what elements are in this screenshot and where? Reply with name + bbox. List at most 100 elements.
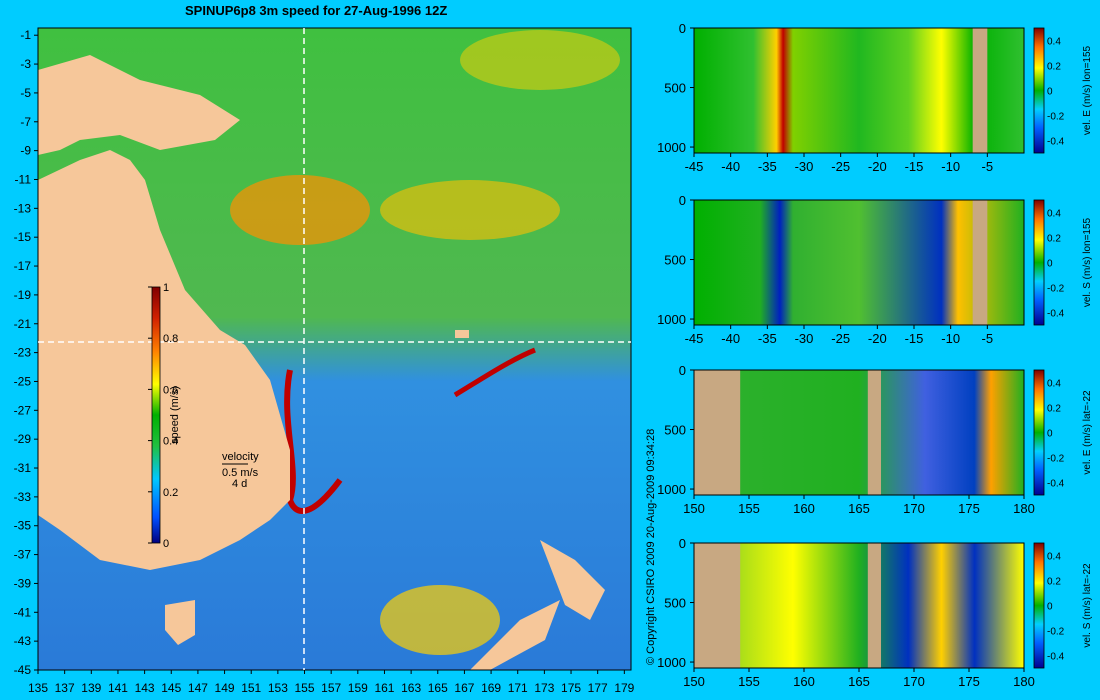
velocity-colorbar-tick: -0.4 — [1047, 652, 1065, 663]
x-tick-label: -20 — [868, 159, 887, 174]
velocity-colorbar-tick: 0.2 — [1047, 234, 1061, 245]
lon-tick-label: 157 — [321, 681, 341, 695]
velocity-colorbar — [1033, 369, 1045, 496]
x-tick-label: 165 — [848, 501, 870, 516]
lon-tick-label: 135 — [28, 681, 48, 695]
speed-colorbar-scale — [151, 286, 161, 544]
section-field — [694, 543, 1024, 668]
lat-tick-label: -7 — [20, 115, 31, 129]
section-frame — [693, 199, 1025, 326]
lat-tick-label: -9 — [20, 144, 31, 158]
x-tick-label: 150 — [683, 674, 705, 689]
lon-tick-label: 165 — [428, 681, 448, 695]
lat-tick-label: -41 — [14, 605, 32, 619]
velocity-legend-title: velocity — [222, 451, 259, 463]
x-tick-label: 160 — [793, 501, 815, 516]
new-guinea — [38, 55, 240, 155]
lon-tick-label: 179 — [614, 681, 634, 695]
lat-tick-label: -39 — [14, 576, 32, 590]
velocity-legend: velocity 0.5 m/s 4 d — [222, 451, 259, 490]
coral-sea-jet — [230, 175, 370, 245]
section-field — [694, 370, 1024, 495]
lat-tick-label: -13 — [14, 201, 32, 215]
x-tick-label: 180 — [1013, 674, 1035, 689]
section-land — [694, 543, 741, 668]
colorbar-label: speed (m/s) — [169, 386, 181, 444]
velocity-colorbar-tick: -0.4 — [1047, 479, 1065, 490]
nz-north — [540, 540, 605, 620]
map-frame — [37, 27, 632, 671]
section-label: vel. E (m/s) lat=-22 — [1082, 390, 1093, 475]
lat-tick-label: -43 — [14, 634, 32, 648]
tasmania — [165, 600, 195, 645]
copyright: © Copyright CSIRO 2009 20-Aug-2009 09:34… — [645, 428, 657, 665]
lon-tick-label: 145 — [161, 681, 181, 695]
section-land — [867, 543, 881, 668]
depth-tick-label: 0 — [679, 193, 686, 208]
lon-tick-label: 163 — [401, 681, 421, 695]
north-jet — [460, 30, 620, 90]
x-tick-label: -15 — [905, 331, 924, 346]
x-tick-label: 170 — [903, 674, 925, 689]
section-land — [980, 28, 988, 153]
lon-tick-label: 169 — [481, 681, 501, 695]
nz-south — [470, 600, 560, 670]
lon-tick-labels: 135 137 139 141 143 145 147 149 151 153 155 157 159 1… — [28, 670, 635, 695]
velocity-colorbar-tick: 0.2 — [1047, 577, 1061, 588]
x-tick-label: 150 — [683, 501, 705, 516]
section-land — [972, 28, 980, 153]
velocity-colorbar — [1033, 199, 1045, 326]
lat-tick-label: -31 — [14, 461, 32, 475]
section-panel: 0 500 1000 -45 -40 -35 -30 -25 -20 -15 -10 -5 0.4 0.2… — [657, 193, 1093, 346]
lat-tick-label: -17 — [14, 259, 32, 273]
x-tick-label: 165 — [848, 674, 870, 689]
lat-tick-label: -15 — [14, 230, 32, 244]
velocity-colorbar-tick: -0.4 — [1047, 309, 1065, 320]
section-panel: 0 500 1000 150 155 160 165 170 175 180 0.4 0.2 0 -0.2… — [657, 536, 1093, 689]
section-land — [980, 200, 988, 325]
x-tick-label: -45 — [685, 331, 704, 346]
velocity-colorbar-tick: 0 — [1047, 602, 1053, 613]
lat-tick-label: -19 — [14, 288, 32, 302]
section-land — [694, 370, 741, 495]
x-tick-label: -40 — [721, 159, 740, 174]
lat-tick-label: -1 — [20, 28, 31, 42]
lon-tick-label: 143 — [135, 681, 155, 695]
section-land — [972, 200, 980, 325]
velocity-colorbar-tick: 0 — [1047, 259, 1053, 270]
lon-tick-label: 147 — [188, 681, 208, 695]
tasman-patch — [380, 585, 500, 655]
x-tick-label: -45 — [685, 159, 704, 174]
lon-tick-label: 155 — [295, 681, 315, 695]
lat-tick-label: -5 — [20, 86, 31, 100]
x-tick-label: -30 — [795, 159, 814, 174]
section-field — [694, 28, 1024, 153]
colorbar-tick-label: 1 — [163, 282, 169, 294]
velocity-colorbar-tick: -0.2 — [1047, 627, 1065, 638]
velocity-colorbar-tick: 0.2 — [1047, 62, 1061, 73]
lon-tick-label: 167 — [454, 681, 474, 695]
velocity-colorbar-tick: 0 — [1047, 87, 1053, 98]
lon-tick-label: 177 — [588, 681, 608, 695]
lat-tick-label: -29 — [14, 432, 32, 446]
x-tick-label: 155 — [738, 674, 760, 689]
lon-tick-label: 159 — [348, 681, 368, 695]
velocity-colorbar-tick: -0.2 — [1047, 284, 1065, 295]
colorbar-tick-label: 0.6 — [163, 384, 178, 396]
speed-colorbar: 1 0.8 0.6 0.4 0.2 0 speed (m/s) — [148, 282, 181, 550]
new-caledonia — [455, 330, 469, 338]
section-frame — [693, 27, 1025, 154]
depth-tick-label: 0 — [679, 363, 686, 378]
x-tick-label: -40 — [721, 331, 740, 346]
lat-tick-label: -3 — [20, 57, 31, 71]
lon-tick-label: 151 — [241, 681, 261, 695]
eac-jet — [284, 369, 343, 514]
x-tick-label: 180 — [1013, 501, 1035, 516]
depth-tick-label: 1000 — [657, 482, 686, 497]
x-tick-label: 155 — [738, 501, 760, 516]
section-label: vel. S (m/s) lat=-22 — [1082, 563, 1093, 648]
lon-tick-label: 149 — [215, 681, 235, 695]
lat-tick-label: -37 — [14, 548, 32, 562]
speed-map: 135 137 139 141 143 145 147 149 151 153 155 157 159 1… — [14, 27, 635, 695]
